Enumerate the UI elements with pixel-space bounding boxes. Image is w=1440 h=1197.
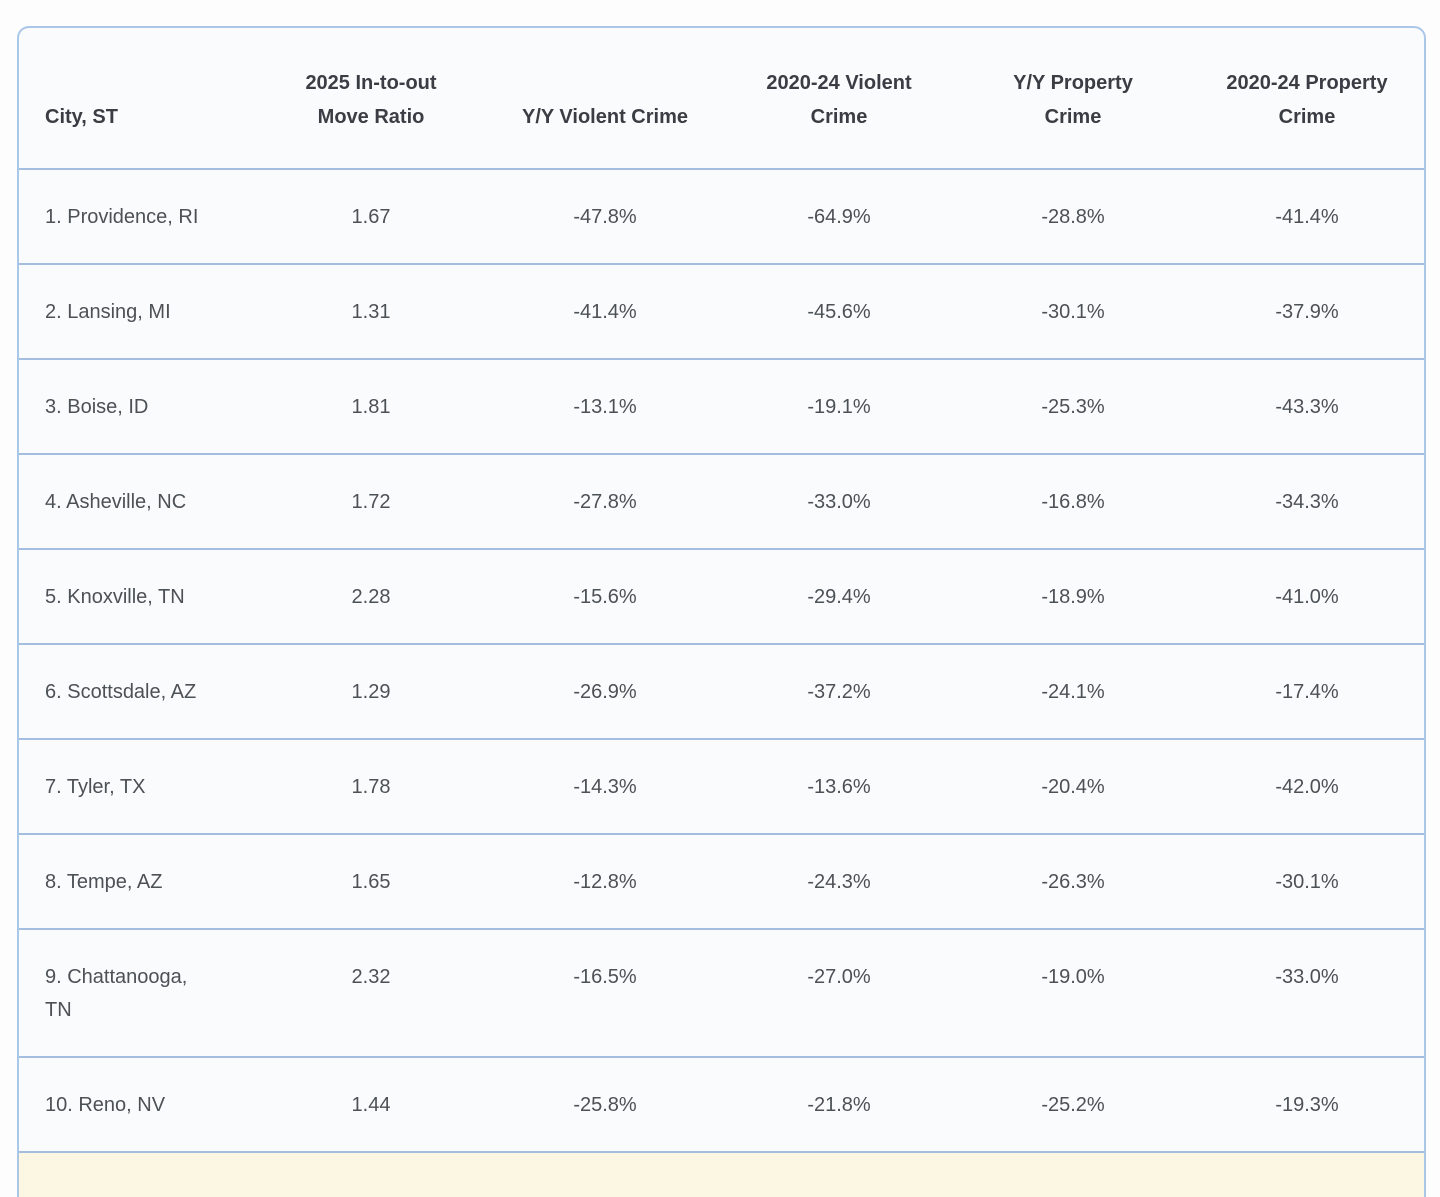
table-row: 5. Knoxville, TN 2.28 -15.6% -29.4% -18.… [19,548,1424,644]
move-ratio-cell: 1.78 [254,738,488,834]
column-header-move-ratio: 2025 In-to-out Move Ratio [254,28,488,170]
city-cell: 9. Chattanooga, TN [19,928,254,1057]
violent-crime-2020-24-cell: -29.4% [722,548,956,644]
property-crime-2020-24-cell: -30.1% [1190,833,1424,929]
yy-property-crime-cell: -24.1% [956,643,1190,739]
yy-violent-crime-cell: -41.4% [488,263,722,359]
property-crime-2020-24-cell: -41.4% [1275,206,1339,228]
yy-property-crime-cell: -28.8% [1041,206,1105,228]
property-crime-2020-24-cell: -19.3% [1190,1056,1424,1152]
move-ratio-cell: 1.65 [254,833,488,929]
property-crime-2020-24-cell: -37.9% [1190,263,1424,359]
next-row-partial-highlight [19,1151,1424,1197]
yy-violent-crime-cell: -15.6% [488,548,722,644]
yy-violent-crime-cell: -26.9% [488,643,722,739]
property-crime-2020-24-cell: -42.0% [1190,738,1424,834]
property-crime-2020-24-cell: -41.0% [1190,548,1424,644]
table-header: City, ST 2025 In-to-out Move Ratio Y/Y V… [19,28,1424,170]
city-crime-table: City, ST 2025 In-to-out Move Ratio Y/Y V… [19,28,1424,1197]
table-row: 4. Asheville, NC 1.72 -27.8% -33.0% -16.… [19,453,1424,549]
city-crime-table-card: City, ST 2025 In-to-out Move Ratio Y/Y V… [17,26,1426,1197]
yy-violent-crime-cell: -14.3% [488,738,722,834]
violent-crime-2020-24-cell: -24.3% [722,833,956,929]
violent-crime-2020-24-cell: -37.2% [722,643,956,739]
yy-property-crime-cell: -25.3% [956,358,1190,454]
city-cell: 3. Boise, ID [19,358,254,454]
table-row: 9. Chattanooga, TN 2.32 -16.5% -27.0% -1… [19,928,1424,1057]
yy-violent-crime-cell: -16.5% [488,928,722,1057]
property-crime-2020-24-cell: -17.4% [1190,643,1424,739]
table-row: 8. Tempe, AZ 1.65 -12.8% -24.3% -26.3% -… [19,833,1424,929]
yy-property-crime-cell: -19.0% [956,928,1190,1057]
move-ratio-cell: 1.72 [254,453,488,549]
city-cell: 4. Asheville, NC [19,453,254,549]
violent-crime-2020-24-cell: -19.1% [722,358,956,454]
column-header-yy-violent-crime: Y/Y Violent Crime [488,28,722,170]
city-cell: 10. Reno, NV [19,1056,254,1152]
column-header-violent-crime-2020-24: 2020-24 Violent Crime [722,28,956,170]
city-cell: 6. Scottsdale, AZ [19,643,254,739]
table-body: 1. Providence, RI 1.67 -47.8% -64.9% -28… [19,169,1424,1197]
column-header-yy-property-crime: Y/Y Property Crime [956,28,1190,170]
yy-property-crime-cell: -25.2% [956,1056,1190,1152]
move-ratio-cell: 1.29 [254,643,488,739]
move-ratio-cell: 1.31 [254,263,488,359]
property-crime-2020-24-cell: -34.3% [1190,453,1424,549]
column-header-city: City, ST [19,28,254,170]
yy-property-crime-cell: -26.3% [956,833,1190,929]
next-row-partial-cell [19,1151,1424,1197]
move-ratio-cell: 2.28 [254,548,488,644]
city-cell: 7. Tyler, TX [19,738,254,834]
violent-crime-2020-24-cell: -64.9% [807,206,871,228]
yy-property-crime-cell: -16.8% [956,453,1190,549]
table-row: 10. Reno, NV 1.44 -25.8% -21.8% -25.2% -… [19,1056,1424,1152]
violent-crime-2020-24-cell: -33.0% [722,453,956,549]
table-row: 7. Tyler, TX 1.78 -14.3% -13.6% -20.4% -… [19,738,1424,834]
move-ratio-cell: 2.32 [254,928,488,1057]
move-ratio-cell: 1.81 [254,358,488,454]
property-crime-2020-24-cell: -33.0% [1190,928,1424,1057]
property-crime-2020-24-cell: -43.3% [1190,358,1424,454]
table-row: 6. Scottsdale, AZ 1.29 -26.9% -37.2% -24… [19,643,1424,739]
move-ratio-cell: 1.67 [351,206,391,228]
violent-crime-2020-24-cell: -13.6% [722,738,956,834]
city-cell: 8. Tempe, AZ [19,833,254,929]
yy-property-crime-cell: -30.1% [956,263,1190,359]
yy-violent-crime-cell: -47.8% [573,206,637,228]
yy-property-crime-cell: -18.9% [956,548,1190,644]
city-cell: 1. Providence, RI [45,206,199,228]
violent-crime-2020-24-cell: -21.8% [722,1056,956,1152]
header-row: City, ST 2025 In-to-out Move Ratio Y/Y V… [19,28,1424,170]
yy-violent-crime-cell: -25.8% [488,1056,722,1152]
table-row: 2. Lansing, MI 1.31 -41.4% -45.6% -30.1%… [19,263,1424,359]
violent-crime-2020-24-cell: -45.6% [722,263,956,359]
column-header-property-crime-2020-24: 2020-24 Property Crime [1190,28,1424,170]
city-cell: 5. Knoxville, TN [19,548,254,644]
yy-violent-crime-cell: -13.1% [488,358,722,454]
yy-violent-crime-cell: -27.8% [488,453,722,549]
yy-property-crime-cell: -20.4% [956,738,1190,834]
table-row: 1. Providence, RI 1.67 -47.8% -64.9% -28… [19,169,1424,264]
violent-crime-2020-24-cell: -27.0% [722,928,956,1057]
city-cell: 2. Lansing, MI [19,263,254,359]
move-ratio-cell: 1.44 [254,1056,488,1152]
table-row: 3. Boise, ID 1.81 -13.1% -19.1% -25.3% -… [19,358,1424,454]
yy-violent-crime-cell: -12.8% [488,833,722,929]
